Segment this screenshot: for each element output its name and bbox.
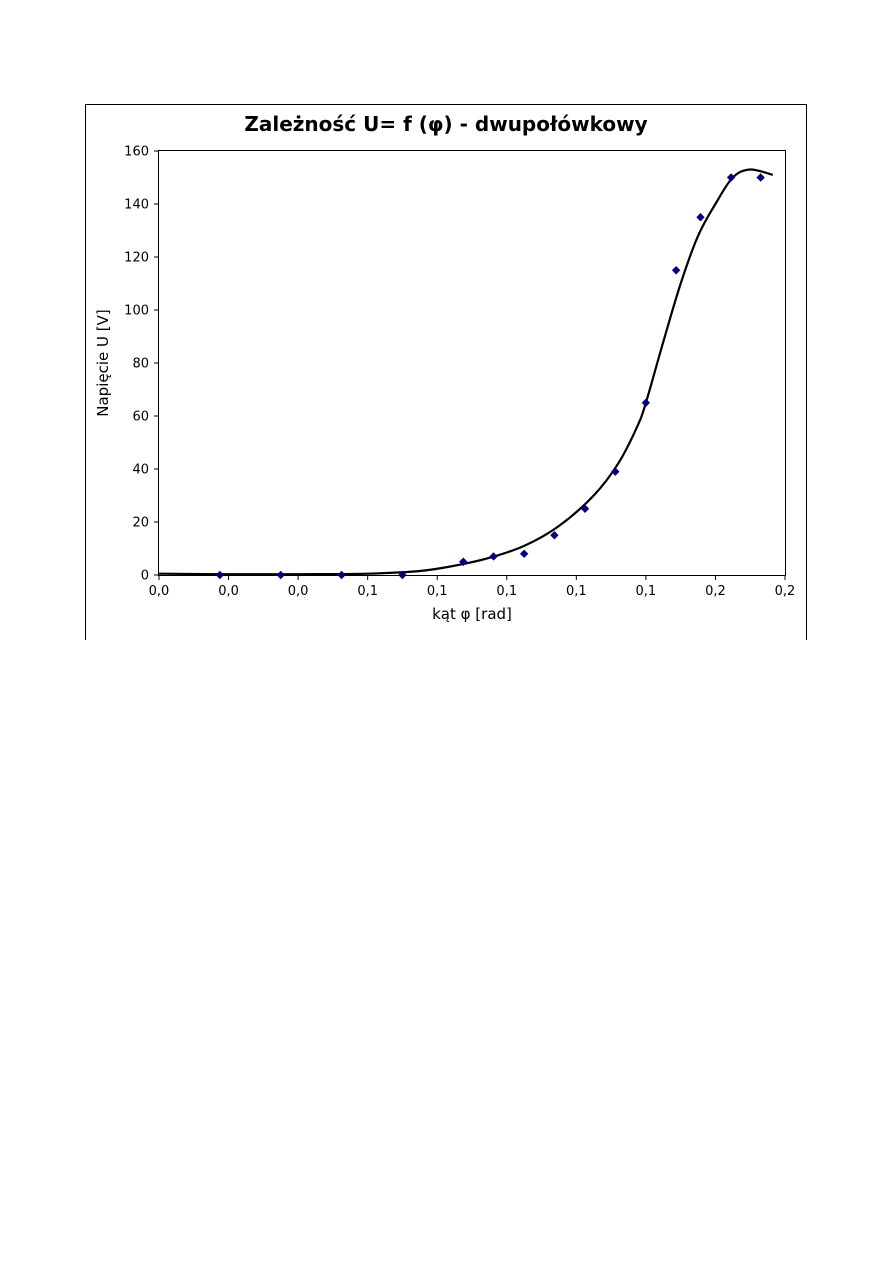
y-tick-label: 20: [132, 516, 149, 531]
data-point: [696, 213, 705, 222]
y-tick-label: 100: [124, 304, 149, 319]
x-tick-label: 0,2: [775, 584, 796, 599]
y-tick-label: 60: [132, 410, 149, 425]
data-point: [459, 557, 468, 566]
x-tick-label: 0,0: [288, 584, 309, 599]
chart-container: Zależność U= f (φ) - dwupołówkowy 0 20 40 6…: [85, 104, 807, 640]
data-point: [756, 173, 765, 182]
data-point: [641, 398, 651, 407]
data-point: [671, 266, 681, 275]
data-point: [215, 570, 225, 580]
x-tick-label: 0,1: [496, 584, 517, 599]
trend-line: [158, 168, 774, 576]
x-axis: 0,0 0,0 0,0 0,1 0,1 0,1 0,1 0,1 0,2 0,2: [149, 575, 796, 599]
y-tick-label: 120: [124, 251, 149, 266]
data-point: [580, 504, 590, 513]
x-tick-label: 0,0: [149, 584, 170, 599]
data-point: [519, 549, 529, 558]
x-tick-label: 0,0: [218, 584, 239, 599]
x-tick-label: 0,1: [357, 584, 378, 599]
x-tick-label: 0,1: [636, 584, 657, 599]
chart-border: [85, 104, 807, 640]
data-point: [489, 552, 498, 561]
y-tick-label: 80: [132, 357, 149, 372]
y-axis: 0 20 40 60 80 100 120 140 160: [124, 145, 159, 584]
data-point: [337, 570, 346, 580]
data-point: [276, 570, 285, 580]
x-tick-label: 0,1: [566, 584, 587, 599]
y-axis-title: Napięcie U [V]: [94, 309, 112, 416]
y-tick-label: 140: [124, 198, 149, 213]
y-tick-label: 0: [141, 569, 149, 584]
x-axis-title: kąt φ [rad]: [432, 605, 512, 623]
data-point: [550, 531, 559, 540]
x-tick-label: 0,2: [705, 584, 726, 599]
y-tick-label: 40: [132, 463, 149, 478]
y-tick-label: 160: [124, 145, 149, 160]
data-point: [398, 570, 407, 580]
data-point: [726, 173, 736, 182]
series-layer: [158, 168, 774, 580]
chart-title: Zależność U= f (φ) - dwupołówkowy: [244, 112, 647, 136]
x-tick-label: 0,1: [427, 584, 448, 599]
data-point: [611, 467, 620, 476]
